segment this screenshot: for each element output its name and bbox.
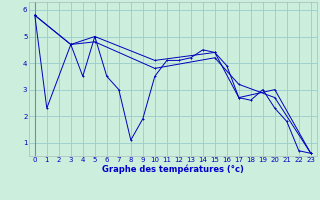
X-axis label: Graphe des températures (°c): Graphe des températures (°c) xyxy=(102,165,244,174)
